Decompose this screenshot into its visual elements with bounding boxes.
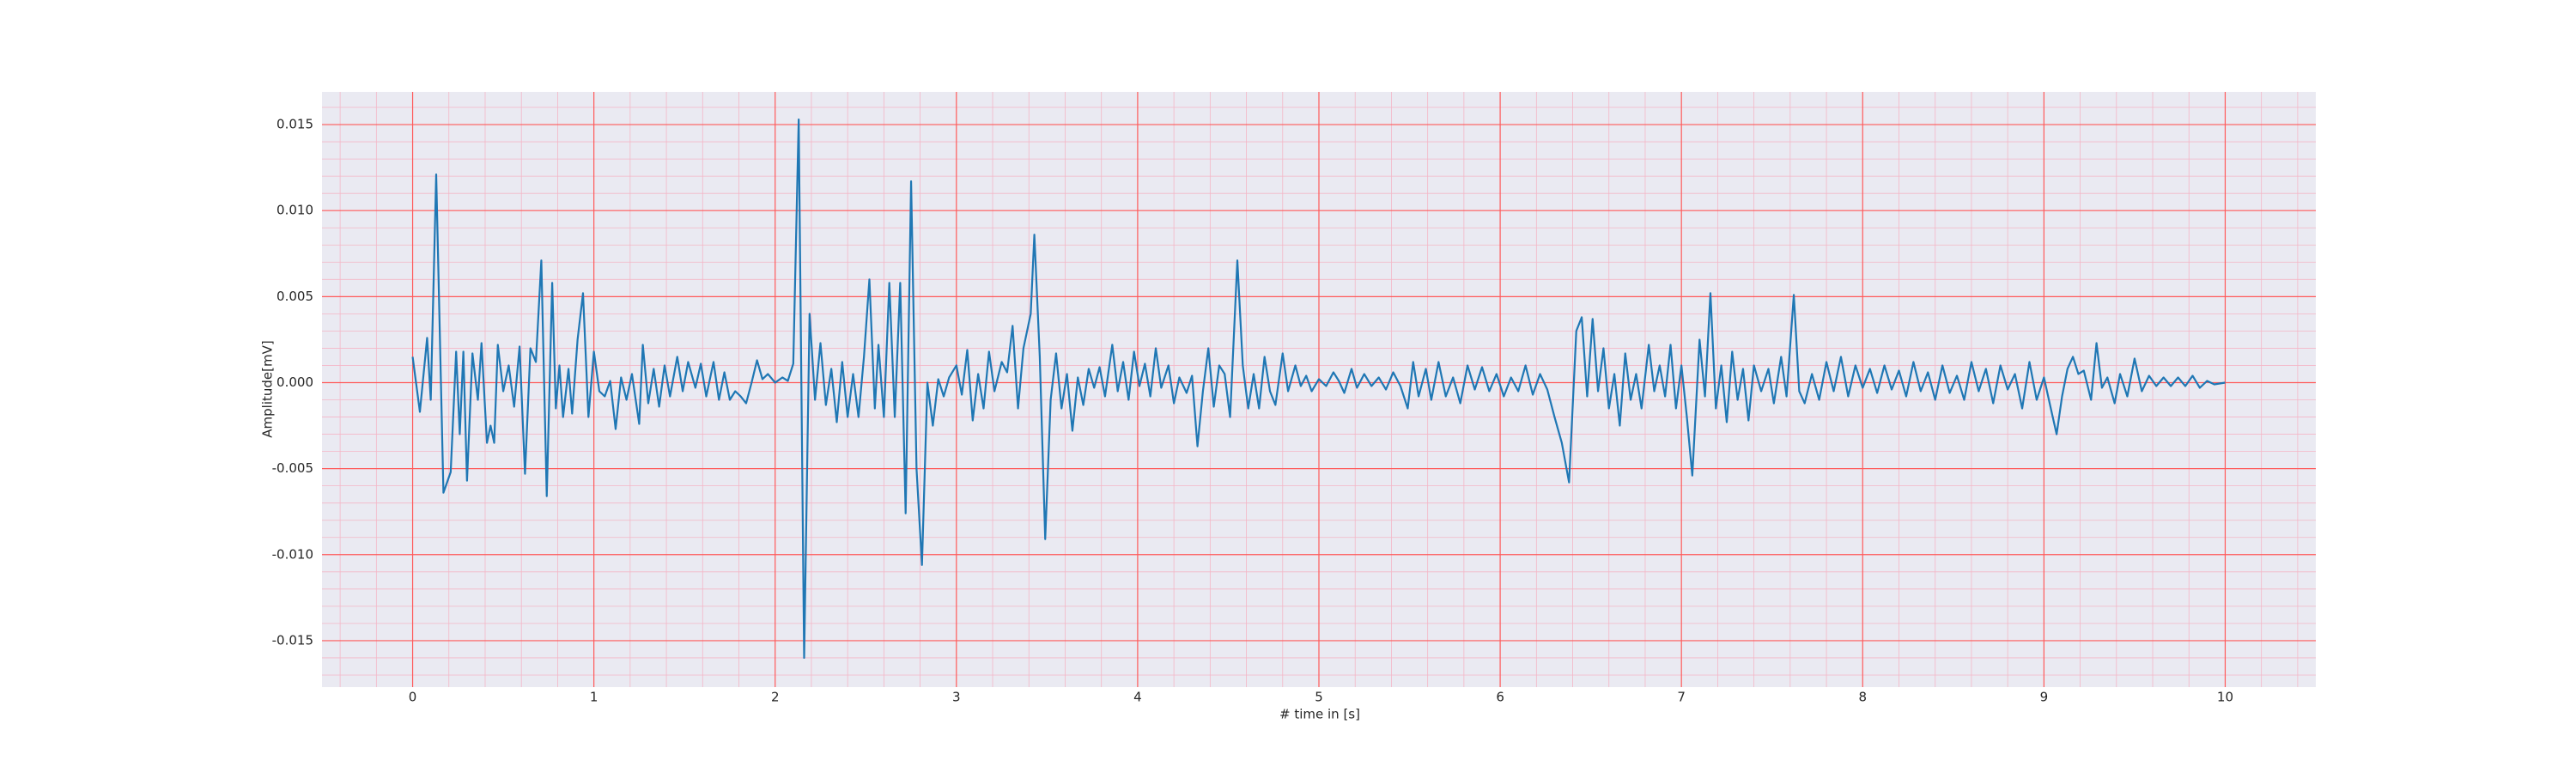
plot bbox=[411, 118, 2226, 660]
y-tick-label: -0.010 bbox=[272, 546, 313, 562]
x-tick-label: 0 bbox=[409, 690, 417, 705]
x-axis-label: # time in [s] bbox=[1279, 707, 1360, 722]
x-tick-label: 10 bbox=[2217, 690, 2233, 705]
y-tick-label: -0.005 bbox=[272, 460, 313, 476]
x-tick-label: 8 bbox=[1858, 690, 1867, 705]
x-tick-label: 4 bbox=[1133, 690, 1142, 705]
y-tick-label: 0.005 bbox=[276, 289, 313, 304]
signal-line bbox=[411, 118, 2226, 660]
x-tick-label: 7 bbox=[1677, 690, 1686, 705]
y-axis-label: Amplitude[mV] bbox=[260, 340, 276, 437]
x-tick-label: 3 bbox=[952, 690, 961, 705]
y-tick-label: 0.000 bbox=[276, 374, 313, 390]
x-tick-label: 9 bbox=[2040, 690, 2049, 705]
grid bbox=[322, 92, 2316, 687]
x-tick-label: 5 bbox=[1315, 690, 1323, 705]
y-tick-label: 0.015 bbox=[276, 117, 313, 132]
y-tick-label: -0.015 bbox=[272, 632, 313, 648]
y-tick-label: 0.010 bbox=[276, 203, 313, 218]
x-tick-label: 6 bbox=[1496, 690, 1504, 705]
x-tick-label: 1 bbox=[590, 690, 598, 705]
x-tick-label: 2 bbox=[771, 690, 780, 705]
